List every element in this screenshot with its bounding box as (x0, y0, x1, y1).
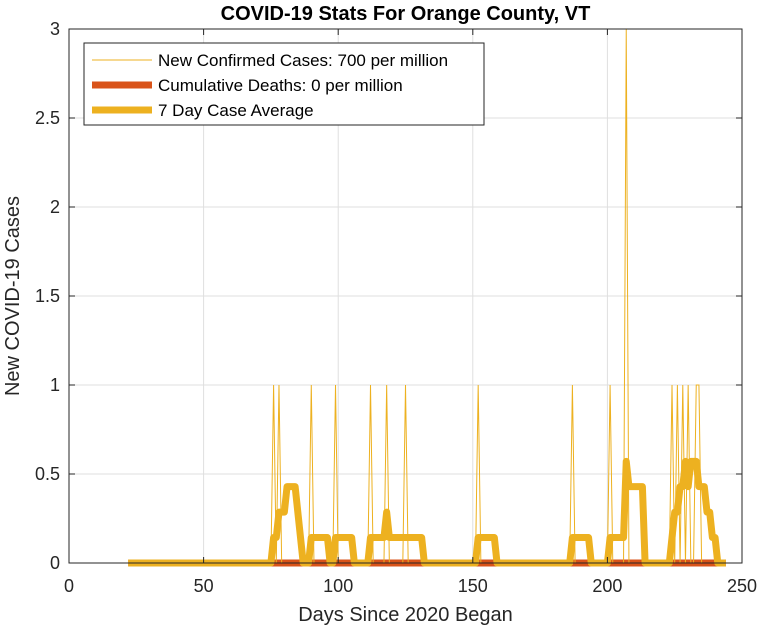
x-tick-label: 100 (323, 576, 353, 596)
y-tick-label: 0 (50, 553, 60, 573)
x-tick-label: 50 (194, 576, 214, 596)
chart-title: COVID-19 Stats For Orange County, VT (221, 3, 591, 25)
y-tick-label: 1.5 (35, 286, 60, 306)
y-tick-label: 3 (50, 19, 60, 39)
x-tick-label: 0 (64, 576, 74, 596)
x-tick-label: 250 (727, 576, 757, 596)
y-tick-label: 2.5 (35, 108, 60, 128)
y-tick-labels: 0 0.5 1 1.5 2 2.5 3 (35, 19, 60, 573)
y-tick-label: 1 (50, 375, 60, 395)
x-axis-label: Days Since 2020 Began (298, 604, 513, 626)
series-7-day-case-average (128, 457, 726, 567)
legend: New Confirmed Cases: 700 per million Cumu… (83, 42, 485, 126)
x-tick-label: 200 (592, 576, 622, 596)
axis-ticks (68, 28, 743, 564)
legend-entry-cumulative-deaths-label: Cumulative Deaths: 0 per million (158, 76, 403, 95)
y-axis-label: New COVID-19 Cases (2, 196, 24, 396)
y-tick-label: 2 (50, 197, 60, 217)
y-tick-label: 0.5 (35, 464, 60, 484)
x-tick-labels: 0 50 100 150 200 250 (64, 576, 757, 596)
legend-entry-new-cases-label: New Confirmed Cases: 700 per million (158, 51, 448, 70)
legend-entry-7-day-average-label: 7 Day Case Average (158, 101, 314, 120)
x-tick-label: 150 (458, 576, 488, 596)
